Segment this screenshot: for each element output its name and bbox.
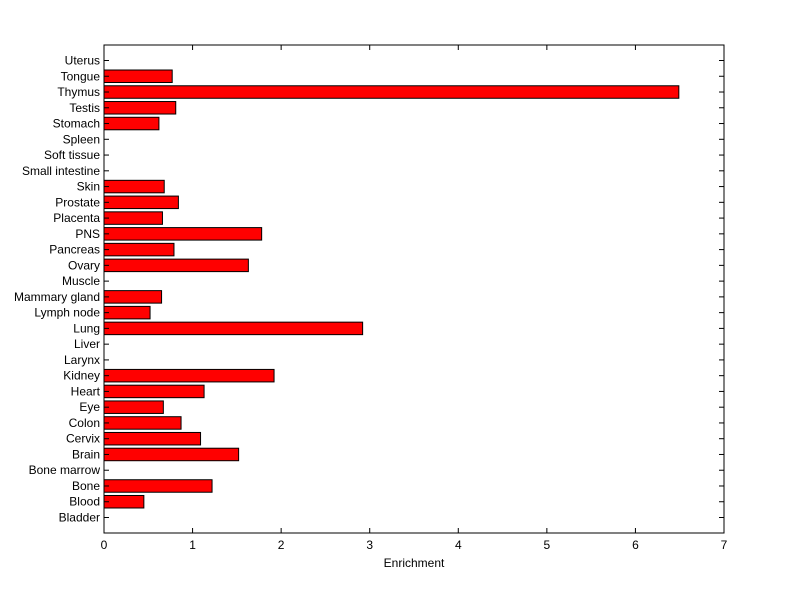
x-tick-label-1: 1 — [189, 538, 196, 552]
y-tick-label-ovary: Ovary — [68, 258, 100, 272]
bar-prostate — [103, 195, 179, 210]
y-tick-label-thymus: Thymus — [57, 85, 100, 99]
y-tick-label-testis: Testis — [69, 101, 100, 115]
y-tick-label-pancreas: Pancreas — [49, 243, 100, 257]
y-tick-label-cervix: Cervix — [66, 432, 100, 446]
x-tick-label-0: 0 — [101, 538, 108, 552]
y-tick-label-lymph-node: Lymph node — [34, 306, 100, 320]
bar-heart — [103, 384, 205, 399]
y-tick-label-kidney: Kidney — [63, 369, 100, 383]
bar-skin — [103, 179, 165, 194]
bar-thymus — [103, 85, 680, 99]
y-tick-label-uterus: Uterus — [65, 54, 100, 68]
plot-frame — [103, 44, 725, 534]
bar-brain — [103, 447, 240, 462]
x-tick-label-5: 5 — [544, 538, 551, 552]
y-tick-label-blood: Blood — [69, 495, 100, 509]
bar-stomach — [103, 116, 160, 131]
bar-colon — [103, 416, 182, 430]
bar-lymph-node — [103, 305, 151, 320]
y-tick-label-tongue: Tongue — [61, 69, 101, 83]
bar-cervix — [103, 431, 202, 446]
bar-tongue — [103, 69, 173, 84]
y-tick-label-larynx: Larynx — [64, 353, 100, 367]
y-tick-label-eye: Eye — [79, 400, 100, 414]
bar-eye — [103, 400, 164, 414]
x-tick-label-2: 2 — [278, 538, 285, 552]
bar-mammary-gland — [103, 290, 163, 304]
x-tick-label-6: 6 — [632, 538, 639, 552]
y-tick-label-brain: Brain — [72, 447, 100, 461]
bar-placenta — [103, 211, 163, 225]
y-tick-label-small-intestine: Small intestine — [22, 164, 100, 178]
y-tick-label-stomach: Stomach — [53, 117, 100, 131]
bar-bone — [103, 479, 213, 493]
y-tick-label-colon: Colon — [69, 416, 100, 430]
y-tick-label-placenta: Placenta — [53, 211, 100, 225]
bar-kidney — [103, 368, 275, 383]
bar-lung — [103, 321, 364, 336]
y-tick-label-skin: Skin — [77, 180, 100, 194]
x-tick-label-4: 4 — [455, 538, 462, 552]
y-tick-label-bone: Bone — [72, 479, 100, 493]
y-tick-label-liver: Liver — [74, 337, 100, 351]
y-tick-label-spleen: Spleen — [63, 132, 100, 146]
y-tick-label-pns: PNS — [75, 227, 100, 241]
y-tick-label-bone-marrow: Bone marrow — [29, 463, 101, 477]
y-tick-label-lung: Lung — [73, 321, 100, 335]
bar-pns — [103, 227, 263, 241]
y-tick-label-bladder: Bladder — [59, 511, 100, 525]
y-tick-label-muscle: Muscle — [62, 274, 100, 288]
bar-pancreas — [103, 242, 175, 257]
x-tick-label-3: 3 — [366, 538, 373, 552]
x-axis-title: Enrichment — [384, 556, 445, 570]
y-tick-label-mammary-gland: Mammary gland — [14, 290, 100, 304]
y-tick-label-soft-tissue: Soft tissue — [44, 148, 100, 162]
bar-testis — [103, 101, 177, 115]
bar-blood — [103, 494, 145, 509]
bar-ovary — [103, 258, 249, 273]
y-tick-label-prostate: Prostate — [55, 195, 100, 209]
y-tick-label-heart: Heart — [71, 384, 101, 398]
x-tick-label-7: 7 — [721, 538, 728, 552]
